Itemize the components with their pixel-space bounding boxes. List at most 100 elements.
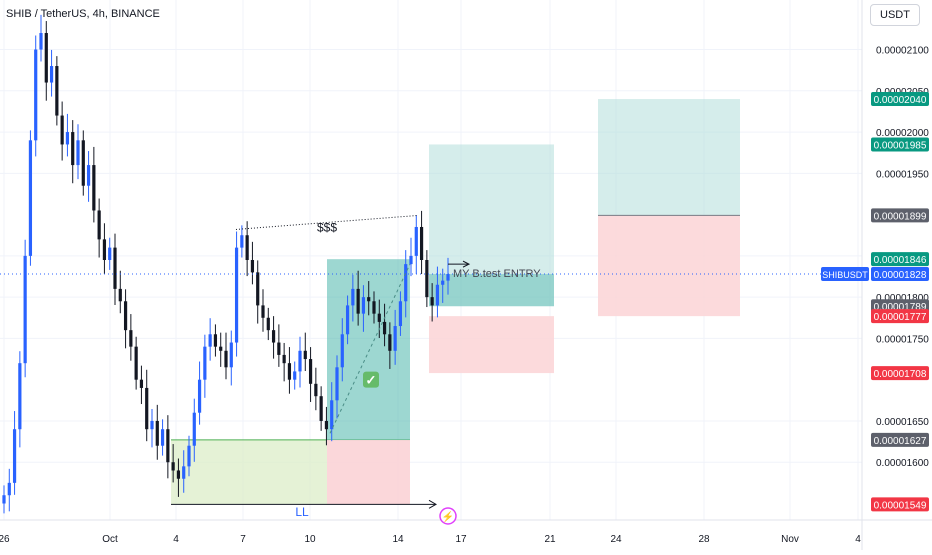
candle-body [176,470,181,479]
candle-body [271,330,276,343]
candle-body [18,363,22,430]
candle-body [102,239,107,260]
price-badge [871,208,929,223]
currency-button[interactable]: USDT [870,4,920,26]
price-badge [871,252,929,267]
y-tick-label: 0.00001750 [876,334,929,345]
candle-body [287,363,292,380]
price-badge-label: 0.00001708 [874,369,927,380]
candle-body [345,305,350,335]
price-badge-label: 0.00001789 [874,302,927,313]
candle-body [86,165,91,186]
lightning-icon [439,507,457,525]
candle-body [171,462,175,471]
candle-body [382,321,387,335]
candle-body [150,420,154,430]
candle-body [335,367,339,401]
liquidity-line [235,214,419,230]
candle-body [81,140,85,186]
candle-body [28,140,33,256]
y-tick-label: 0.00001650 [876,417,929,428]
candle-body [129,330,133,347]
candle-body [430,297,434,306]
candle-body [367,297,371,302]
candle-body [2,495,6,504]
price-badge-label: 0.00001846 [874,255,927,266]
candle-body [372,301,376,314]
price-badge-label: 0.00001899 [874,211,927,222]
candle-body [197,379,202,413]
price-badge [871,137,929,152]
candle-body [44,33,48,83]
candle-body [419,226,424,260]
candle-body [118,288,122,302]
ll-arrow-head [428,499,438,509]
entry-target-zone [429,144,554,307]
y-tick-label: 0.00002100 [876,46,929,57]
x-tick-label: 21 [544,534,556,545]
x-tick-label: 28 [698,534,710,545]
x-tick-label: Oct [102,534,118,545]
candle-body [234,247,239,343]
candle-body [145,387,149,430]
entry-label: MY B.test ENTRY [453,268,541,280]
candle-body [250,260,255,273]
x-tick-label: 10 [304,534,316,545]
candle-body [435,284,440,306]
candle-body [76,140,80,166]
candle-body [192,412,196,446]
x-tick-label: 7 [240,534,246,545]
candle-body [213,334,218,347]
candle-body [155,420,159,446]
candle-body [71,132,75,166]
price-badge-label: 0.00001828 [874,270,927,281]
candle-body [266,317,270,331]
y-tick-label: 0.00001950 [876,169,929,180]
candle-body [314,383,318,397]
candle-body [404,264,408,302]
x-tick-label: 14 [392,534,404,545]
candle-body [92,165,96,211]
symbol-tag-label: SHIBUSDT [822,270,868,280]
entry-stop-zone [429,316,554,374]
candle-body [219,346,223,351]
candle-body [377,313,381,322]
candle-body [398,301,403,327]
candle-body [34,49,38,141]
closed-trade-stop-zone [327,439,410,505]
candle-body [277,342,281,355]
candle-body [261,305,265,318]
symbol-title: SHIB / TetherUS, 4h, BINANCE [6,8,160,20]
price-badge [871,432,929,447]
x-tick-label: 4 [855,534,861,545]
candle-body [361,297,366,314]
price-badge [871,309,929,324]
candle-body [203,346,207,380]
price-badge-label: 0.00001549 [874,500,927,511]
price-badge [871,92,929,107]
candle-body [229,342,233,368]
candle-body [187,445,191,467]
candle-body [55,66,59,116]
candle-body [308,359,313,384]
candle-body [208,334,212,347]
candle-body [414,226,418,256]
candle-body [23,255,27,364]
check-badge [363,371,379,388]
y-tick-label: 0.00001600 [876,458,929,469]
candle-body [139,379,144,388]
candle-body [108,247,112,260]
price-badge-label: 0.00001777 [874,312,927,323]
entry-band [429,274,554,307]
entry-arrow-head [462,260,471,268]
candle-body [340,334,344,368]
candle-body [293,371,297,380]
future-target-zone [598,99,740,216]
candle-body [330,400,334,430]
liquidity-label: $$$ [317,220,337,234]
candle-body [245,235,249,260]
price-badge-label: 0.00001985 [874,140,927,151]
candle-body [182,466,186,479]
